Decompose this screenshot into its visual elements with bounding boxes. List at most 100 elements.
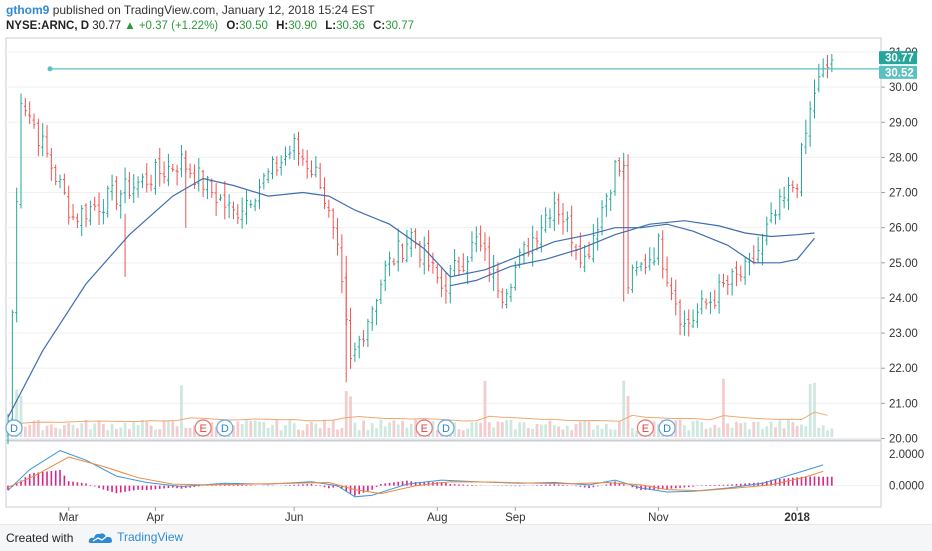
moving-average-short: [450, 220, 815, 287]
published-text: published on TradingView.com, January 12…: [52, 3, 375, 17]
candle: [149, 174, 153, 192]
candle: [661, 230, 665, 279]
candles-group: [6, 54, 834, 445]
candle: [36, 118, 40, 157]
candle: [769, 202, 773, 224]
volume-bar: [141, 419, 144, 437]
volume-bar: [761, 428, 764, 437]
macd-tick-label: 2.0000: [889, 449, 924, 461]
candle: [522, 241, 526, 265]
volume-bar: [297, 429, 300, 437]
candle: [75, 213, 79, 228]
candle: [231, 201, 235, 220]
candle: [483, 232, 487, 262]
volume-bar: [253, 420, 257, 437]
volume-bar: [722, 378, 725, 437]
earnings-marker[interactable]: E: [415, 419, 433, 437]
volume-bar: [461, 430, 465, 437]
author-name[interactable]: gthom9: [6, 3, 50, 17]
candle: [270, 156, 274, 180]
tradingview-logo[interactable]: TradingView: [88, 530, 183, 545]
candle: [123, 167, 127, 204]
candle: [310, 160, 314, 178]
volume-bar: [813, 382, 816, 437]
volume-bar: [88, 429, 92, 437]
candle: [136, 176, 140, 198]
volume-bar: [15, 389, 19, 437]
candle: [531, 225, 535, 267]
earnings-marker[interactable]: E: [194, 419, 212, 437]
price-flags: 30.77 30.52: [879, 51, 917, 79]
volume-bar: [180, 385, 183, 437]
dividend-marker[interactable]: D: [658, 419, 676, 437]
time-axis[interactable]: Mar Apr Jun Aug Sep Nov 2018: [59, 507, 811, 524]
candle: [331, 208, 335, 240]
candle: [734, 261, 738, 287]
volume-bar: [323, 419, 326, 437]
candle: [349, 307, 353, 369]
volume-bar: [535, 424, 539, 437]
high-value: 30.90: [288, 20, 318, 32]
volume-bar: [193, 425, 196, 437]
time-tick-label: Jun: [285, 512, 304, 524]
candle: [197, 158, 201, 192]
candle: [617, 157, 621, 177]
dividend-marker[interactable]: D: [5, 419, 23, 437]
volume-bar: [149, 425, 153, 437]
ohlc-line: NYSE:ARNC, D 30.77 ▲ +0.37 (+1.22%) O:30…: [6, 18, 886, 34]
candle: [110, 174, 114, 201]
horizontal-line-handle[interactable]: [47, 66, 53, 72]
volume-bar: [678, 419, 682, 437]
volume-bar: [119, 427, 123, 437]
candle: [227, 194, 231, 219]
volume-bar: [154, 429, 157, 437]
marker-label: D: [221, 423, 229, 435]
volume-bar: [431, 421, 435, 437]
volume-bar: [470, 421, 474, 437]
volume-bar: [709, 427, 712, 437]
dividend-marker[interactable]: D: [216, 419, 234, 437]
volume-bar: [795, 425, 799, 437]
volume-bar: [314, 423, 318, 437]
candle: [795, 183, 799, 199]
volume-bar: [531, 428, 535, 437]
marker-label: E: [199, 423, 206, 435]
candle: [509, 283, 513, 302]
time-tick-label: 2018: [784, 512, 810, 524]
dividend-marker[interactable]: D: [437, 419, 455, 437]
macd-indicator: [6, 450, 881, 498]
volume-bar: [557, 426, 561, 437]
volume-bar: [466, 428, 470, 437]
candle: [357, 335, 361, 359]
candle: [708, 291, 712, 314]
volume-bar: [75, 428, 79, 437]
candle: [32, 113, 36, 129]
volume-bar: [526, 428, 530, 437]
candle: [639, 262, 643, 272]
candle: [561, 203, 565, 235]
volume-bar: [279, 430, 283, 437]
volume-bar: [392, 420, 396, 437]
volume-bar: [162, 420, 166, 437]
volume-bar: [500, 422, 504, 437]
volume-bar: [184, 427, 188, 437]
volume-bar: [310, 421, 313, 437]
volume-bar: [232, 425, 235, 437]
marker-label: D: [10, 423, 18, 435]
candle: [544, 207, 548, 233]
earnings-marker[interactable]: E: [636, 419, 654, 437]
macd-line: [7, 450, 824, 498]
volume-bar: [258, 421, 261, 437]
candle: [132, 174, 136, 203]
candle: [401, 243, 405, 263]
candle: [62, 173, 66, 195]
volume-bar: [336, 429, 339, 437]
candle: [266, 168, 270, 184]
volume-bar: [609, 429, 613, 437]
price-axis[interactable]: 31.0030.0029.0028.0027.0026.0025.0024.00…: [881, 47, 918, 446]
volume-bar: [457, 429, 461, 437]
volume-bar: [769, 421, 773, 437]
volume-bar: [45, 425, 49, 437]
candle: [739, 265, 743, 282]
